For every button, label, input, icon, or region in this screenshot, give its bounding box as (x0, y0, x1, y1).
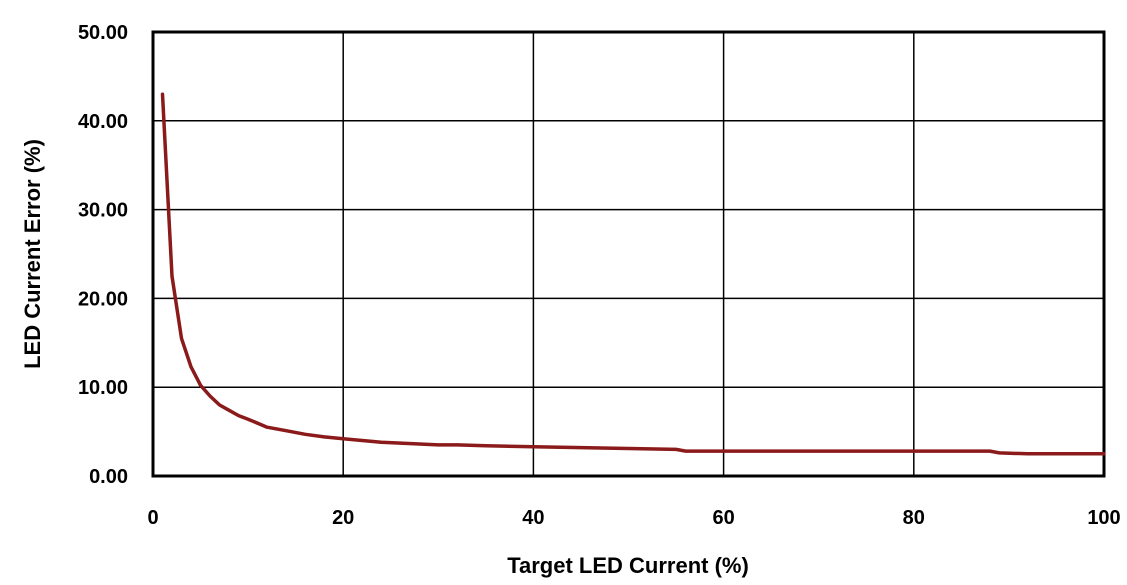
y-tick-label: 40.00 (78, 111, 128, 133)
y-tick-label: 30.00 (78, 200, 128, 222)
x-tick-label: 40 (522, 507, 544, 529)
plot-area-frame (151, 30, 1106, 478)
y-tick-labels: 0.00 10.00 20.00 30.00 40.00 50.00 (78, 22, 128, 488)
series-layer (160, 92, 1106, 456)
grid-lines (153, 32, 1104, 476)
x-tick-label: 60 (712, 507, 734, 529)
y-tick-label: 10.00 (78, 377, 128, 399)
y-tick-label: 50.00 (78, 22, 128, 44)
x-tick-label: 20 (332, 507, 354, 529)
y-tick-label: 0.00 (89, 466, 128, 488)
y-axis-title: LED Current Error (%) (20, 139, 45, 369)
x-tick-label: 80 (903, 507, 925, 529)
x-tick-label: 100 (1087, 507, 1120, 529)
x-tick-labels: 0 20 40 60 80 100 (147, 507, 1120, 529)
series-line-0 (160, 92, 1106, 456)
x-tick-label: 0 (147, 507, 158, 529)
y-tick-label: 20.00 (78, 288, 128, 310)
x-axis-title: Target LED Current (%) (507, 553, 749, 578)
